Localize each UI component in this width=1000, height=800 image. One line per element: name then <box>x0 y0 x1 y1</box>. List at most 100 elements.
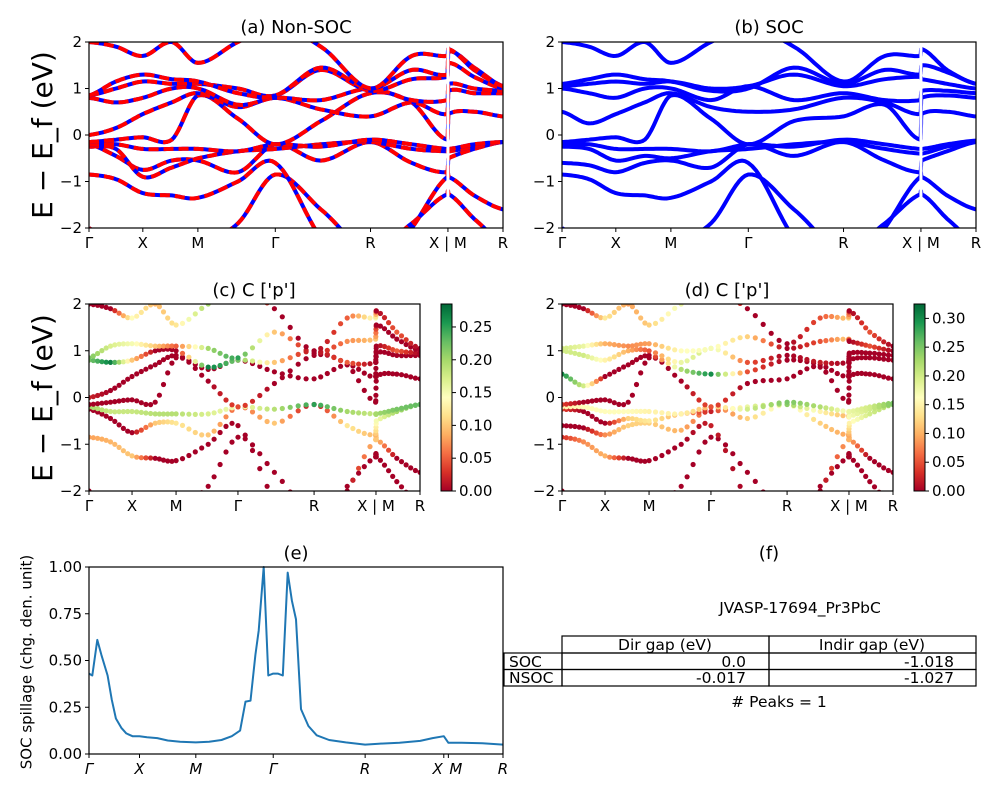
panel-c-point <box>331 511 336 516</box>
panel-d-point <box>585 410 591 417</box>
panel-c-point <box>179 411 186 417</box>
panel-d-point <box>829 367 835 373</box>
panel-c-point <box>257 363 263 369</box>
panel-d-point <box>602 432 608 438</box>
panel-d-point <box>776 377 782 383</box>
panel-c-point <box>120 409 126 415</box>
panel-c-point <box>403 341 409 348</box>
panel-c-point <box>373 343 379 349</box>
panel-d-point <box>829 465 835 471</box>
panel-d-point <box>665 365 671 371</box>
panel-d-point <box>621 409 627 415</box>
panel-c-point <box>116 422 122 428</box>
panel-d-point <box>730 337 736 343</box>
panel-d-point <box>846 397 852 404</box>
panel-d-point <box>840 431 846 437</box>
panel-c-point <box>103 437 109 443</box>
panel-d-point <box>850 310 857 317</box>
panel-c-point <box>287 355 293 361</box>
panel-d-point <box>638 354 644 360</box>
panel-c-point <box>148 364 154 370</box>
panel-c-point <box>173 322 179 328</box>
panel-d-point <box>607 313 613 319</box>
panel-c-point <box>331 354 337 361</box>
panel-d-point <box>846 454 852 460</box>
panel-d-point <box>585 521 590 526</box>
panel-b-xtick-label: X <box>611 234 621 252</box>
panel-c-colorbar-tick-label: 0.10 <box>459 416 492 434</box>
panel-d-point <box>829 470 835 476</box>
panel-d-point <box>589 444 595 450</box>
panel-c-point <box>344 408 350 415</box>
panel-d-point <box>859 320 865 326</box>
panel-c-point <box>235 355 241 361</box>
panel-c-point <box>403 489 409 491</box>
panel-d-point <box>760 364 766 370</box>
panel-d-point <box>593 416 600 422</box>
panel-c-point <box>373 398 379 404</box>
panel-d-point <box>846 364 852 370</box>
panel-c-point <box>112 385 118 391</box>
panel-d-point <box>834 360 840 366</box>
panel-c-point <box>173 458 179 464</box>
panel-a-xtick-label: R <box>365 234 375 252</box>
panel-c-point <box>398 353 405 359</box>
panel-c-point <box>107 306 114 312</box>
panel-c-point <box>373 392 379 398</box>
panel-c-point <box>120 397 126 403</box>
panel-d-point <box>629 304 636 310</box>
panel-c-xtick-label: M <box>170 497 183 515</box>
panel-d-point <box>737 370 743 376</box>
panel-c-point <box>303 344 309 350</box>
panel-c-point <box>165 458 171 464</box>
panel-c-point <box>107 359 114 365</box>
panel-d-point <box>652 409 659 415</box>
panel-d-title: (d) C ['p'] <box>685 280 770 301</box>
panel-c-point <box>344 338 350 344</box>
panel-c-point <box>112 308 118 314</box>
panel-c-point <box>116 310 122 316</box>
panel-c-point <box>338 363 344 369</box>
panel-c-point <box>112 418 118 424</box>
panel-d-point <box>598 419 604 425</box>
panel-d-point <box>572 423 578 430</box>
panel-c-point <box>257 414 263 420</box>
panel-d-point <box>625 415 631 422</box>
panel-d-point <box>863 405 869 411</box>
panel-c-point <box>199 305 205 311</box>
panel-e-xtick-label: M <box>449 760 462 778</box>
panel-d-point <box>580 306 587 312</box>
panel-c-point <box>205 345 211 351</box>
panel-c-point <box>108 516 113 521</box>
panel-c-point <box>148 343 154 349</box>
panel-c-point <box>169 411 175 417</box>
panel-d-point <box>642 458 648 464</box>
panel-c-point <box>390 473 396 479</box>
panel-c-point <box>394 371 400 377</box>
panel-c-point <box>303 376 309 382</box>
panel-d-point <box>593 430 600 436</box>
panel-d-point <box>791 353 797 359</box>
panel-d-point <box>863 473 869 479</box>
panel-d-point <box>638 370 644 376</box>
panel-d-point <box>659 343 665 349</box>
panel-d-point <box>744 369 751 375</box>
panel-c-point <box>152 420 158 426</box>
panel-d-point <box>696 406 702 412</box>
panel-d-point <box>804 356 810 363</box>
panel-d-point <box>678 411 684 417</box>
panel-e-frame <box>88 566 504 755</box>
panel-c-point <box>296 528 301 533</box>
panel-c-point <box>408 465 414 471</box>
panel-d-point <box>776 344 782 350</box>
panel-d-point <box>594 530 599 535</box>
panel-d-point <box>890 376 893 382</box>
panel-d-point <box>672 305 678 311</box>
panel-d-point <box>585 426 591 432</box>
panel-c-point <box>125 341 131 347</box>
panel-d-point <box>850 371 857 377</box>
panel-d-point <box>854 462 861 468</box>
panel-c-point <box>356 428 362 434</box>
panel-c-point <box>373 454 379 460</box>
